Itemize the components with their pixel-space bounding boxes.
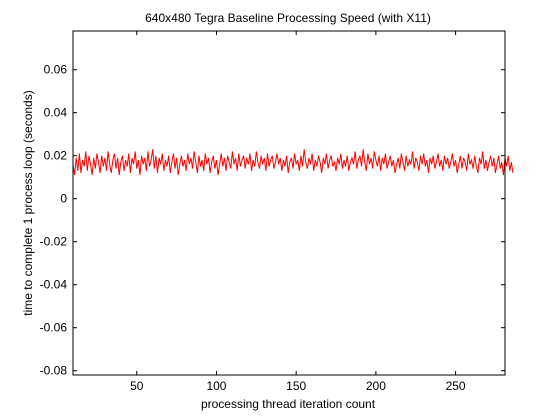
y-tick-label: -0.04 bbox=[40, 278, 68, 292]
y-tick-label: 0 bbox=[60, 192, 67, 206]
y-tick-label: -0.08 bbox=[40, 364, 68, 378]
y-tick-label: 0.02 bbox=[44, 149, 68, 163]
x-tick-label: 100 bbox=[206, 379, 226, 393]
x-axis-ticks: 50 100 150 200 250 bbox=[130, 31, 466, 393]
series-line bbox=[72, 149, 514, 176]
x-tick-label: 50 bbox=[130, 379, 144, 393]
x-tick-label: 250 bbox=[446, 379, 466, 393]
x-axis-label: processing thread iteration count bbox=[201, 397, 376, 411]
y-tick-label: 0.06 bbox=[44, 63, 68, 77]
y-tick-label: 0.04 bbox=[44, 106, 68, 120]
chart-title: 640x480 Tegra Baseline Processing Speed … bbox=[145, 11, 431, 25]
y-tick-label: -0.02 bbox=[40, 235, 68, 249]
y-axis-ticks: -0.08 -0.06 -0.04 -0.02 0 0.02 0.04 0.06 bbox=[40, 63, 505, 378]
x-tick-label: 200 bbox=[366, 379, 386, 393]
y-axis-label: time to complete 1 process loop (seconds… bbox=[21, 90, 35, 315]
plot-frame bbox=[72, 30, 506, 376]
y-tick-label: -0.06 bbox=[40, 321, 68, 335]
x-tick-label: 150 bbox=[286, 379, 306, 393]
plot-background bbox=[73, 31, 505, 375]
